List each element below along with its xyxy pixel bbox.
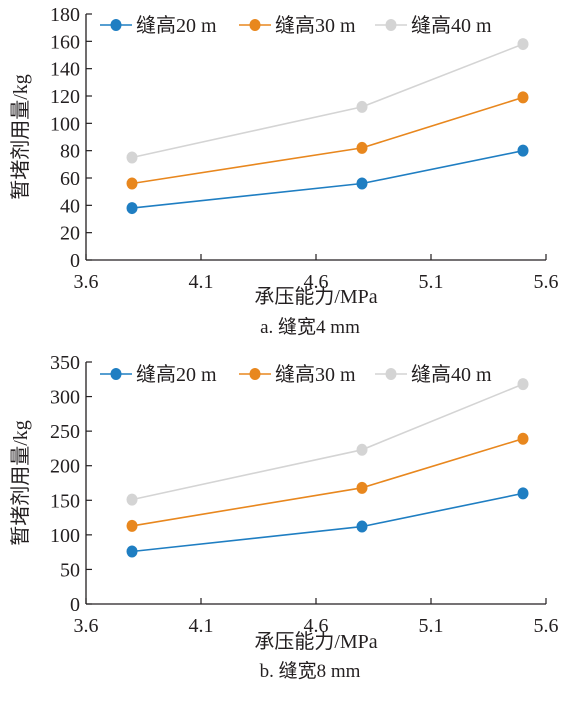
y-tick-label: 100 [50,113,80,135]
series-line [131,383,524,501]
legend-marker [249,19,261,31]
data-point [126,177,138,190]
legend-item: 缝高40 m [375,14,492,37]
series-1 [126,487,529,558]
chart-caption: b. 缝宽8 mm [260,660,361,682]
data-point [126,545,138,558]
y-tick-label: 200 [50,456,80,478]
y-tick-label: 20 [60,223,80,245]
data-point [517,432,529,445]
series-line [131,43,524,159]
legend: 缝高20 m 缝高30 m 缝高40 m [100,14,492,37]
data-point [356,177,368,190]
x-tick-label: 4.1 [189,271,214,293]
y-tick-label: 0 [70,594,80,616]
legend-item: 缝高30 m [239,363,356,386]
x-tick-label: 5.1 [419,615,444,637]
y-tick-label: 350 [50,352,80,374]
x-tick-label: 4.1 [189,615,214,637]
x-tick-label: 5.6 [534,615,559,637]
data-point [517,378,529,391]
x-tick-label: 3.6 [74,271,99,293]
legend: 缝高20 m 缝高30 m 缝高40 m [100,363,492,386]
y-tick-label: 250 [50,421,80,443]
legend-marker [249,368,261,380]
y-axis-label: 暂堵剂用量/kg [9,74,32,200]
data-point [356,481,368,494]
data-point [517,38,529,51]
data-point [126,493,138,506]
series-3 [126,378,529,506]
y-tick-label: 120 [50,86,80,108]
chart-panel-a: 0 20 40 60 80 100 120 140 160 180 3.6 4.1 4.6 5.1 5.6 承… [9,4,559,338]
series-2 [126,91,529,190]
y-tick-label: 140 [50,59,80,81]
y-tick-label: 50 [60,559,80,581]
x-tick-label: 5.1 [419,271,444,293]
legend-label: 缝高20 m [136,14,217,37]
legend-label: 缝高20 m [136,363,217,386]
x-tick-label: 3.6 [74,615,99,637]
legend-label: 缝高30 m [275,14,356,37]
data-point [356,100,368,113]
legend-label: 缝高40 m [411,14,492,37]
y-tick-label: 80 [60,141,80,163]
series-line [131,492,524,553]
data-point [517,144,529,157]
x-axis-label: 承压能力/MPa [254,630,377,653]
y-tick-label: 100 [50,525,80,547]
series-line [131,149,524,209]
data-point [356,520,368,533]
y-axis-label: 暂堵剂用量/kg [9,420,32,546]
data-point [356,141,368,154]
x-axis-label: 承压能力/MPa [254,285,377,308]
series-line [131,437,524,527]
y-tick-label: 160 [50,31,80,53]
chart-caption: a. 缝宽4 mm [260,316,360,338]
x-tick-label: 4.6 [304,615,329,637]
legend-item: 缝高20 m [100,14,217,37]
y-tick-label: 40 [60,195,80,217]
x-tick-label: 5.6 [534,271,559,293]
legend-label: 缝高40 m [411,363,492,386]
y-tick-label: 60 [60,168,80,190]
series-2 [126,432,529,532]
data-point [517,487,529,500]
data-point [356,443,368,456]
legend-item: 缝高20 m [100,363,217,386]
y-tick-label: 0 [70,250,80,272]
data-point [126,519,138,532]
legend-marker [110,19,122,31]
series-1 [126,144,529,215]
legend-marker [385,19,397,31]
data-point [126,151,138,164]
x-tick-label: 4.6 [304,271,329,293]
data-point [126,202,138,215]
y-tick-label: 180 [50,4,80,26]
legend-label: 缝高30 m [275,363,356,386]
y-tick-label: 300 [50,387,80,409]
chart-panel-b: 0 50 100 150 200 250 300 350 3.6 4.1 4.6 5.1 5.6 承压能力… [9,352,559,682]
legend-item: 缝高40 m [375,363,492,386]
legend-item: 缝高30 m [239,14,356,37]
legend-marker [110,368,122,380]
series-line [131,96,524,185]
legend-marker [385,368,397,380]
series-3 [126,38,529,164]
data-point [517,91,529,104]
y-tick-label: 150 [50,490,80,512]
